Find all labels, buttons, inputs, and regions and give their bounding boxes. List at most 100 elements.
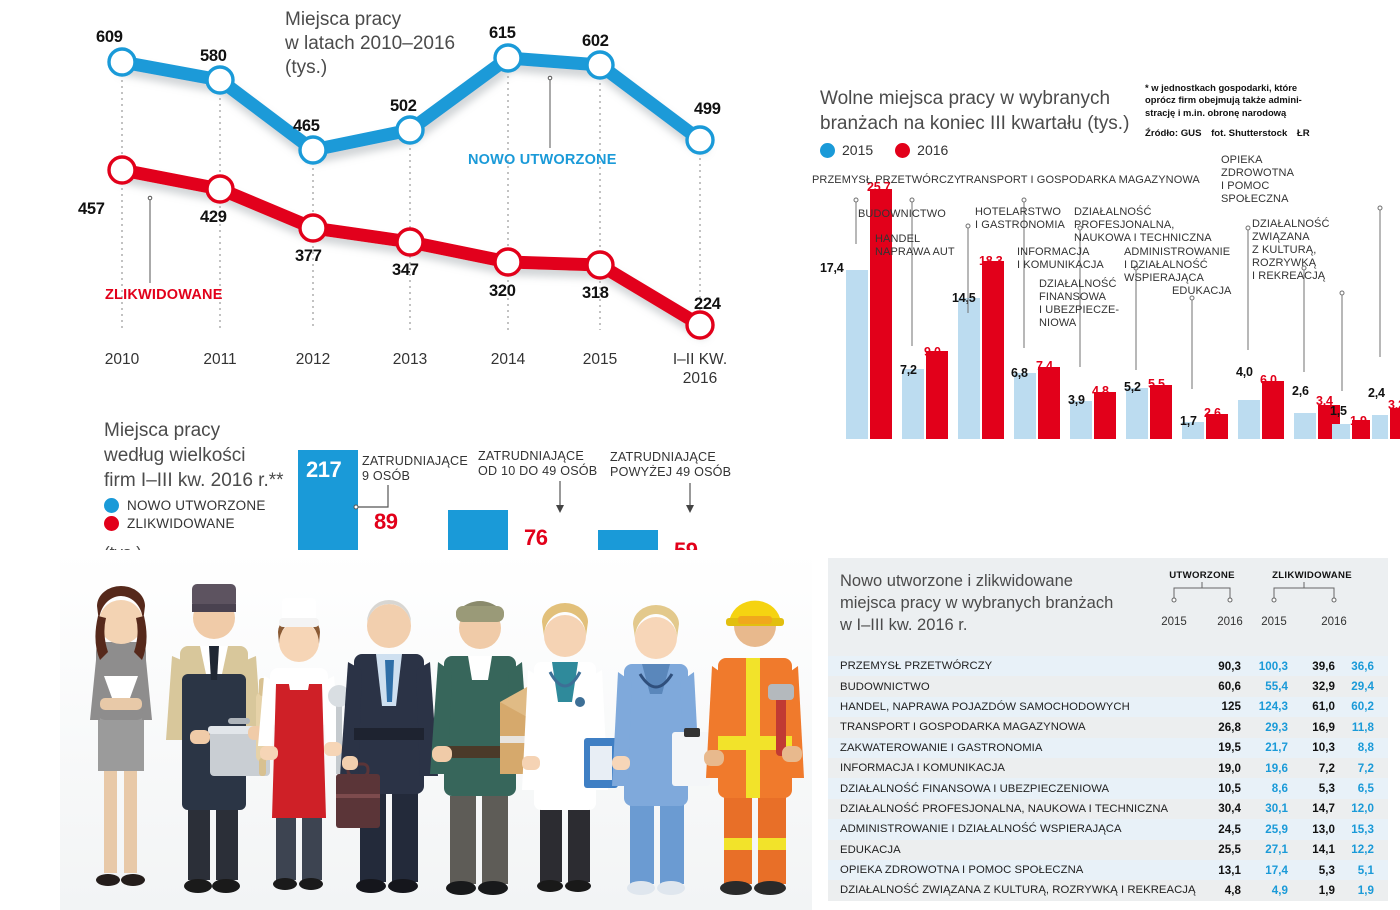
line-chart-title-line-3: (tys.): [285, 57, 328, 78]
table-cell-created-2016: 17,4: [1265, 863, 1288, 877]
table-cell-created-2015: 60,6: [1218, 680, 1241, 694]
vacancy-cat-kultura-l2: ZWIĄZANA: [1252, 231, 1310, 243]
table-row[interactable]: OPIEKA ZDROWOTNA I POMOC SPOŁECZNA 13,1 …: [828, 859, 1388, 881]
table-cell-created-2016: 19,6: [1265, 761, 1288, 775]
table-cell-liquidated-2016: 11,8: [1351, 720, 1374, 734]
x-tick-2016-q2: I–II KW. 2016: [645, 350, 755, 388]
bar-value-2016-transport: 7,4: [1036, 359, 1053, 373]
table-cell-created-2016: 124,3: [1258, 700, 1288, 714]
worker-figure-doctor: [522, 603, 618, 892]
table-row-label: PRZEMYSŁ PRZETWÓRCZY: [840, 660, 993, 673]
table-row-label: BUDOWNICTWO: [840, 680, 930, 693]
firm-value-created-small: 149: [456, 483, 492, 508]
vacancy-footnote-line-2: oprócz firm obejmują także admini-: [1145, 94, 1302, 106]
firm-group-micro-l1: ZATRUDNIAJĄCE: [362, 454, 468, 468]
vacancy-cat-informacja-l1: INFORMACJA: [1017, 246, 1090, 258]
bar-2015-budownictwo: [902, 369, 924, 439]
table-row[interactable]: DZIAŁALNOŚĆ FINANSOWA I UBEZPIECZENIOWA …: [828, 778, 1388, 799]
vacancy-cat-kultura: DZIAŁALNOŚĆ ZWIĄZANA Z KULTURĄ, ROZRYWKĄ…: [1252, 218, 1330, 283]
vacancy-cat-administrowanie-l1: ADMINISTROWANIE: [1124, 246, 1231, 258]
vacancy-cat-kultura-l4: ROZRYWKĄ: [1252, 257, 1317, 269]
table-cell-liquidated-2016: 7,2: [1357, 761, 1374, 775]
vacancy-cat-hotelarstwo-l2: I GASTRONOMIA: [975, 219, 1065, 231]
line-chart-title-line-2: w latach 2010–2016: [285, 33, 456, 54]
table-cell-liquidated-2015: 5,3: [1318, 782, 1335, 796]
table-cell-liquidated-2015: 5,3: [1318, 863, 1335, 877]
table-row[interactable]: EDUKACJA 25,5 27,1 14,1 12,2: [828, 839, 1388, 860]
firm-group-micro: ZATRUDNIAJĄCE 9 OSÓB: [362, 454, 468, 484]
vacancy-plot-area: 17,4 25,7 7,2 9,0 14,5 18,3 6,8 7,4 3,9 …: [812, 178, 1400, 453]
table-row-label: TRANSPORT I GOSPODARKA MAGAZYNOWA: [840, 721, 1086, 734]
firm-size-bar-chart: Miejsca pracy według wielkości firm I–II…: [0, 405, 812, 910]
bar-value-2015-informacja: 5,2: [1124, 380, 1141, 394]
table-row[interactable]: DZIAŁALNOŚĆ PROFESJONALNA, NAUKOWA I TEC…: [828, 798, 1388, 820]
bar-2016-informacja: [1150, 385, 1172, 439]
table-row[interactable]: TRANSPORT I GOSPODARKA MAGAZYNOWA 26,8 2…: [828, 717, 1388, 738]
table-cell-liquidated-2016: 36,6: [1351, 659, 1374, 673]
vacancy-cat-opieka: OPIEKA ZDROWOTNA I POMOC SPOŁECZNA: [1221, 154, 1294, 206]
bar-value-2016-budownictwo: 9,0: [924, 345, 941, 359]
firm-title-line-2: według wielkości: [104, 445, 246, 466]
bar-value-2016-informacja: 5,5: [1148, 377, 1165, 391]
table-cell-created-2015: 13,1: [1218, 863, 1241, 877]
table-row-label: OPIEKA ZDROWOTNA I POMOC SPOŁECZNA: [840, 864, 1084, 877]
table-group-header-liquidated: ZLIKWIDOWANE: [1272, 570, 1352, 581]
line-value-created-2013: 502: [390, 97, 417, 115]
table-row[interactable]: BUDOWNICTWO 60,6 55,4 32,9 29,4: [828, 676, 1388, 697]
firm-value-liquidated-micro: 89: [374, 509, 398, 534]
table-cell-created-2015: 19,0: [1218, 761, 1241, 775]
firm-legend-label-created: NOWO UTWORZONE: [127, 498, 266, 513]
table-cell-liquidated-2015: 32,9: [1312, 680, 1335, 694]
worker-figure-businesswoman: [90, 586, 152, 886]
line-value-created-2012: 465: [293, 117, 320, 135]
table-row-label: ZAKWATEROWANIE I GASTRONOMIA: [840, 741, 1043, 754]
bar-2015-informacja: [1126, 388, 1148, 439]
table-row[interactable]: ZAKWATEROWANIE I GASTRONOMIA 19,5 21,7 1…: [828, 737, 1388, 758]
firm-legend-item-liquidated: ZLIKWIDOWANE: [104, 516, 266, 531]
bar-2016-opieka: [1390, 408, 1400, 439]
line-value-liquidated-2010: 457: [78, 200, 105, 218]
vacancy-cat-administrowanie-l3: WSPIERAJĄCA: [1124, 272, 1204, 284]
table-row[interactable]: INFORMACJA I KOMUNIKACJA 19,0 19,6 7,2 7…: [828, 757, 1388, 779]
table-cell-liquidated-2016: 12,2: [1351, 843, 1374, 857]
line-value-liquidated-2013: 347: [392, 261, 419, 279]
table-cell-liquidated-2015: 61,0: [1312, 700, 1335, 714]
table-cell-liquidated-2016: 29,4: [1351, 680, 1374, 694]
x-tick-2011: 2011: [203, 351, 237, 368]
table-cell-created-2015: 25,5: [1218, 843, 1241, 857]
vacancy-cat-informacja-l2: I KOMUNIKACJA: [1017, 259, 1104, 271]
vacancy-cat-handel-l1: HANDEL: [875, 233, 921, 245]
table-row[interactable]: DZIAŁALNOŚĆ ZWIĄZANA Z KULTURĄ, ROZRYWKĄ…: [828, 880, 1388, 901]
bar-value-2016-administrowanie: 3,4: [1316, 394, 1333, 408]
worker-figure-chef-male: [166, 584, 272, 893]
vacancy-cat-finansowa: DZIAŁALNOŚĆ FINANSOWA I UBEZPIECZE- NIOW…: [1039, 278, 1119, 330]
bar-value-2016-przemysl: 25,7: [867, 180, 891, 194]
firm-group-small-l1: ZATRUDNIAJĄCE: [478, 449, 584, 463]
workers-photo: [60, 550, 812, 910]
firm-value-created-large: 133: [604, 498, 640, 523]
vacancy-cat-przemysl: PRZEMYSŁ PRZETWÓRCZY: [812, 174, 962, 186]
bar-2016-hotelarstwo: [1094, 392, 1116, 439]
bar-value-2016-handel: 18,3: [979, 254, 1003, 268]
table-row-label: DZIAŁALNOŚĆ ZWIĄZANA Z KULTURĄ, ROZRYWKĄ…: [840, 884, 1196, 897]
firm-group-small: ZATRUDNIAJĄCE OD 10 DO 49 OSÓB: [478, 449, 597, 479]
table-row[interactable]: PRZEMYSŁ PRZETWÓRCZY 90,3 100,3 39,6 36,…: [828, 656, 1388, 677]
table-row[interactable]: ADMINISTROWANIE I DZIAŁALNOŚĆ WSPIERAJĄC…: [828, 819, 1388, 840]
line-value-created-2010: 609: [96, 28, 123, 46]
vacancy-cat-profesjonalna-l2: PROFESJONALNA,: [1074, 219, 1175, 231]
worker-figure-construction: [704, 600, 804, 895]
table-row[interactable]: HANDEL, NAPRAWA POJAZDÓW SAMOCHODOWYCH 1…: [828, 696, 1388, 718]
bar-2015-opieka: [1372, 415, 1388, 439]
bar-2015-administrowanie: [1294, 413, 1316, 439]
table-cell-created-2015: 30,4: [1218, 802, 1241, 816]
firm-title-line-1: Miejsca pracy: [104, 420, 221, 441]
line-value-liquidated-2014: 320: [489, 282, 516, 300]
bar-value-2015-opieka: 2,4: [1368, 386, 1385, 400]
table-row-label: ADMINISTROWANIE I DZIAŁALNOŚĆ WSPIERAJĄC…: [840, 823, 1122, 836]
x-tick-2012: 2012: [295, 351, 331, 368]
table-cell-liquidated-2015: 14,7: [1312, 802, 1335, 816]
firm-group-small-l2: OD 10 DO 49 OSÓB: [478, 464, 598, 478]
bar-value-2015-transport: 6,8: [1011, 366, 1028, 380]
jobs-line-chart: Miejsca pracy w latach 2010–2016 (tys.): [0, 0, 790, 400]
table-header-brackets: [1171, 582, 1337, 603]
